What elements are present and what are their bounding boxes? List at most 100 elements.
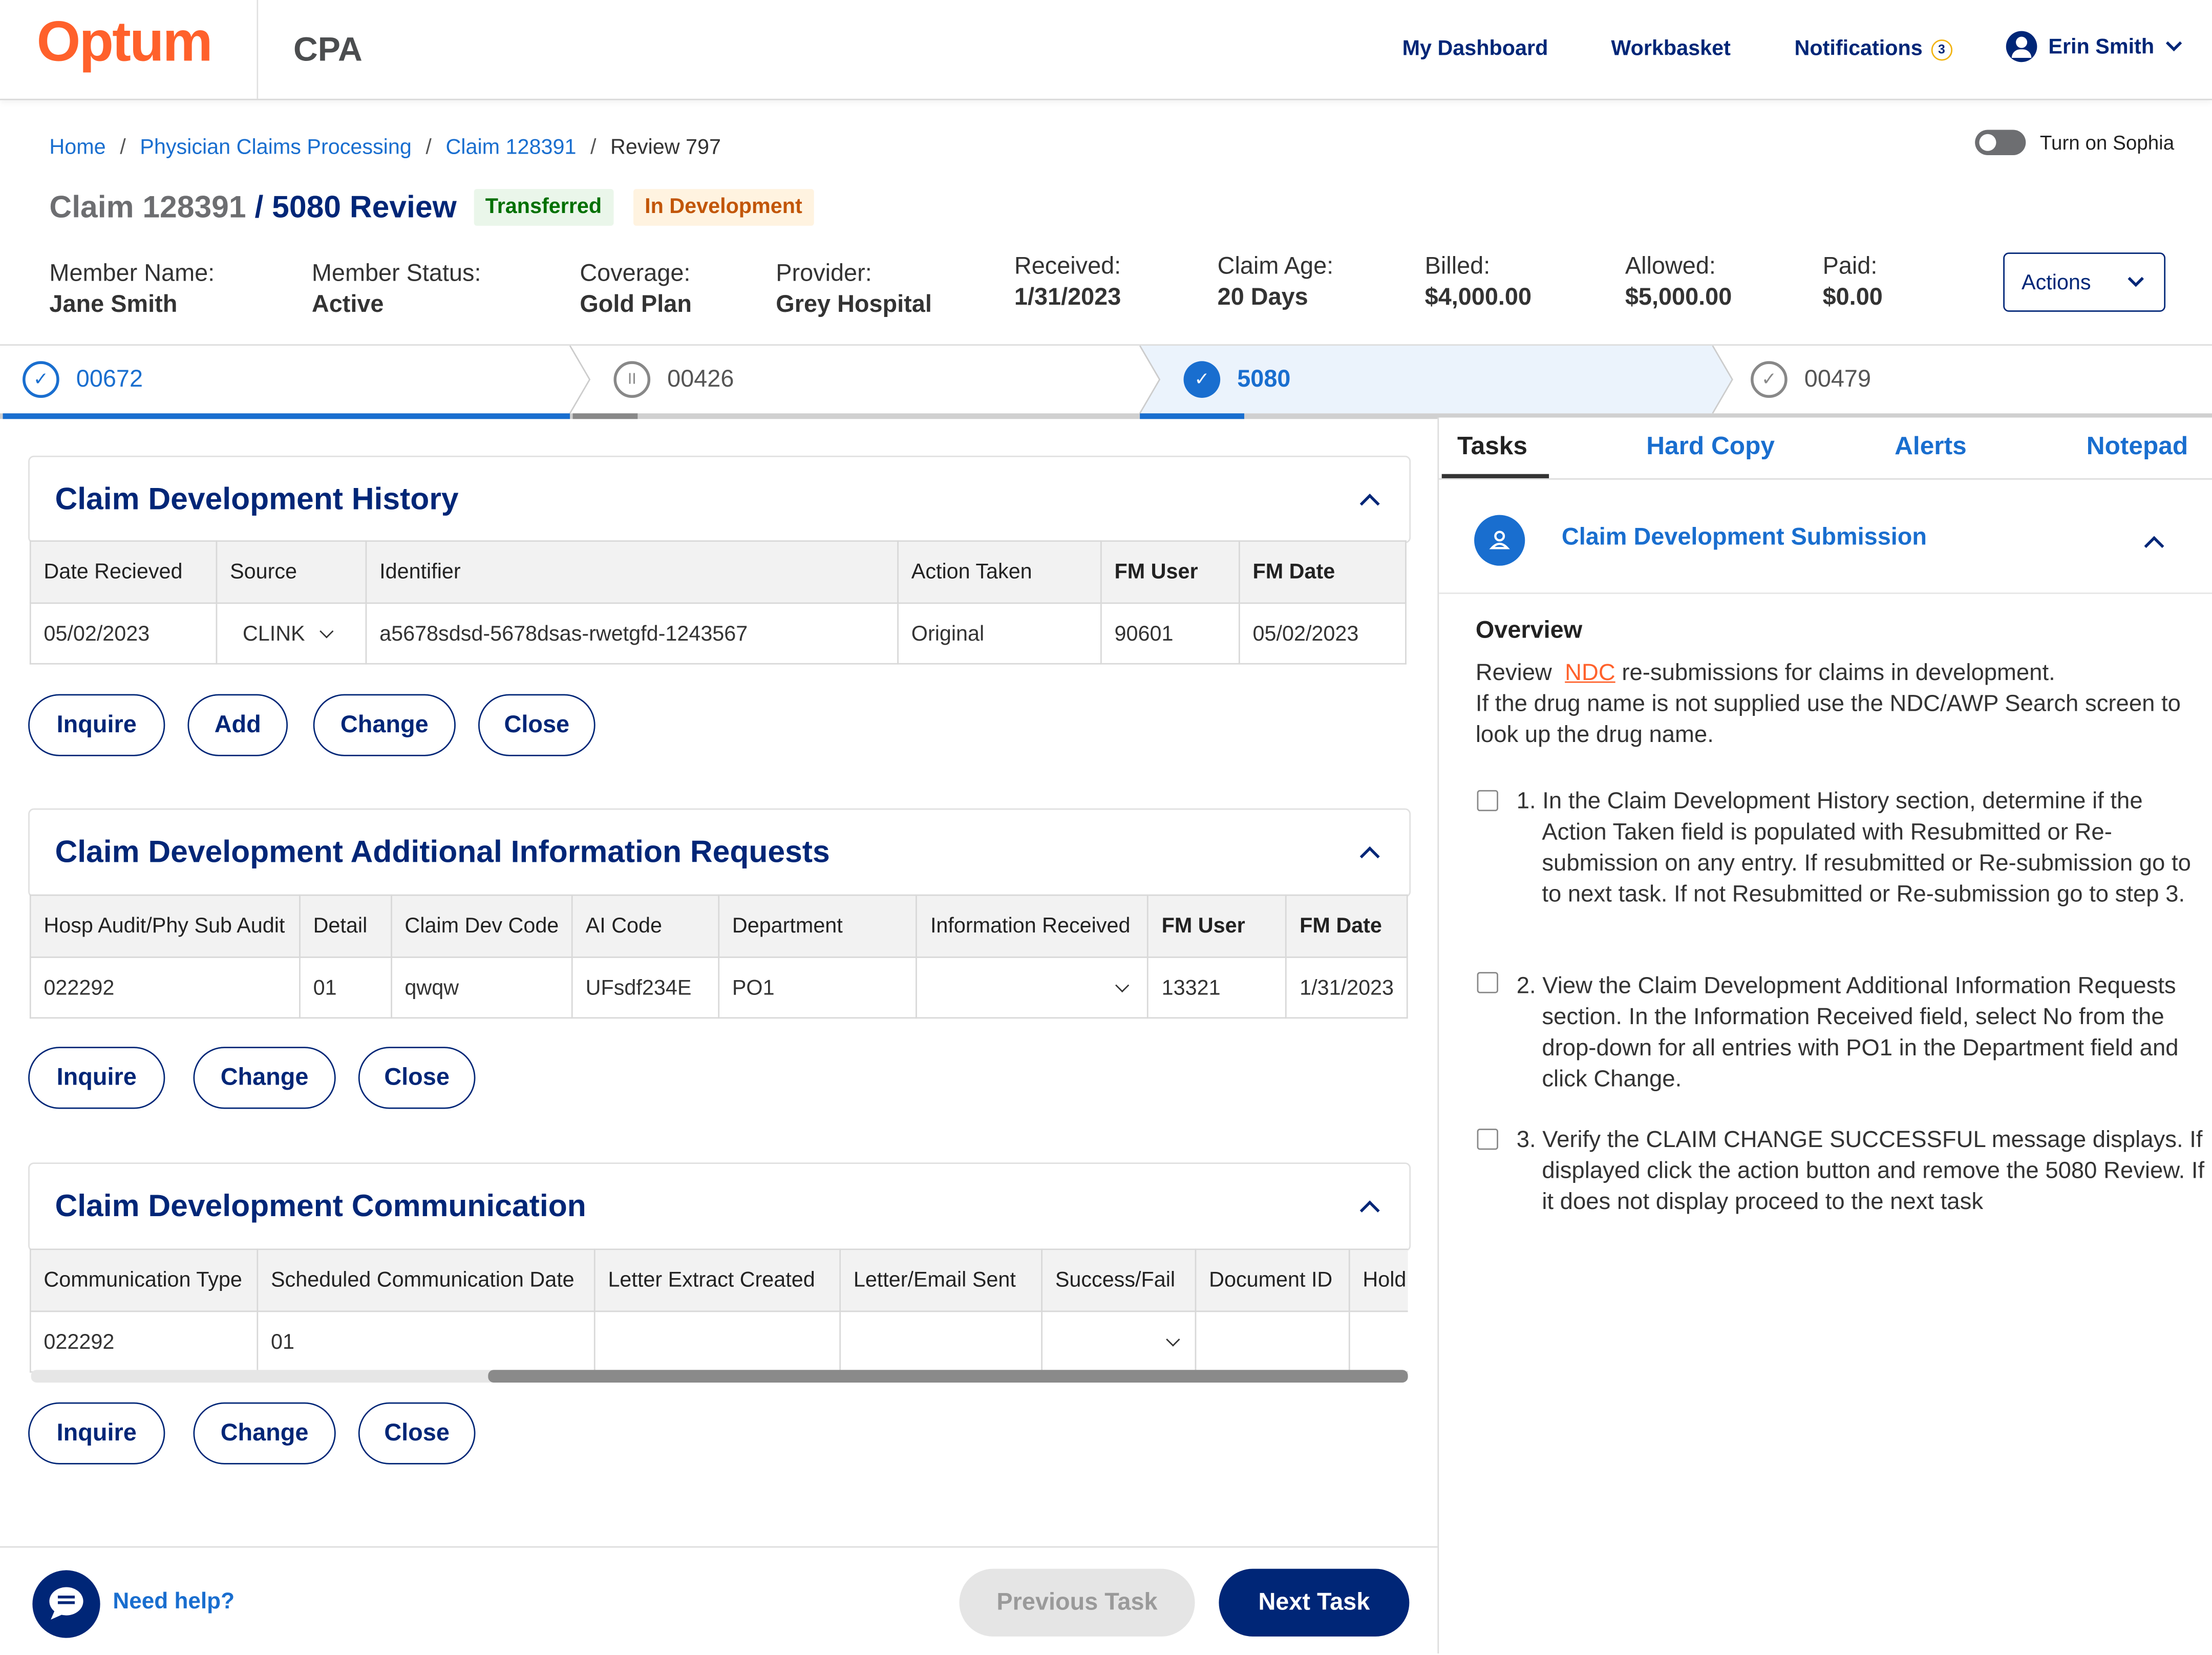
column-header[interactable]: FM Date (1238, 540, 1407, 604)
history-inquire-button[interactable]: Inquire (28, 694, 165, 756)
column-header[interactable]: Letter/Email Sent (839, 1248, 1043, 1312)
check-circle-filled-icon: ✓ (1183, 361, 1221, 398)
sophia-toggle[interactable]: Turn on Sophia (1975, 130, 2174, 156)
step-00479[interactable]: ✓ 00479 (1751, 346, 1871, 413)
history-change-button[interactable]: Change (313, 694, 456, 756)
breadcrumb: Home / Physician Claims Processing / Cla… (49, 135, 721, 159)
breadcrumb-separator: / (426, 135, 432, 160)
column-header[interactable]: Letter Extract Created (593, 1248, 841, 1312)
table-row[interactable]: 022292 01 (29, 1310, 1408, 1373)
column-header[interactable]: Information Received (916, 894, 1149, 958)
horizontal-scrollbar-thumb[interactable] (488, 1370, 1408, 1383)
chevron-up-icon[interactable] (1359, 494, 1380, 514)
column-header[interactable]: FM User (1147, 894, 1287, 958)
cell-detail: 01 (299, 956, 392, 1019)
need-help-link[interactable]: Need help? (113, 1589, 235, 1614)
chevron-down-icon (320, 623, 334, 638)
nav-workbasket[interactable]: Workbasket (1611, 36, 1731, 61)
overview-heading: Overview (1475, 616, 1583, 644)
breadcrumb-home[interactable]: Home (49, 135, 106, 160)
breadcrumb-separator: / (120, 135, 126, 160)
coverage-field: Coverage: Gold Plan (580, 259, 692, 317)
task-3-checkbox[interactable] (1477, 1129, 1498, 1150)
column-header[interactable]: Document ID (1195, 1248, 1350, 1312)
column-header[interactable]: FM User (1100, 540, 1240, 604)
cell-hosp-audit: 022292 (29, 956, 301, 1019)
optum-logo[interactable]: Optum (36, 11, 213, 74)
stepper-track (0, 413, 2212, 419)
table-row[interactable]: 05/02/2023 CLINK a5678sdsd-5678dsas-rwet… (29, 602, 1407, 665)
previous-task-button[interactable]: Previous Task (959, 1568, 1195, 1637)
success-fail-select[interactable] (1041, 1310, 1197, 1373)
user-menu[interactable]: Erin Smith (2006, 31, 2182, 62)
tab-alerts[interactable]: Alerts (1895, 432, 1967, 460)
chevron-up-icon[interactable] (1359, 1200, 1380, 1221)
nav-notifications[interactable]: Notifications 3 (1794, 37, 1952, 61)
cell-ai-code: UFsdf234E (571, 956, 720, 1019)
member-status-field: Member Status: Active (311, 259, 481, 317)
history-add-button[interactable]: Add (187, 694, 288, 756)
tab-tasks[interactable]: Tasks (1457, 432, 1527, 460)
tab-hard-copy[interactable]: Hard Copy (1646, 432, 1775, 460)
step-00672[interactable]: ✓ 00672 (23, 346, 143, 413)
actions-dropdown-button[interactable]: Actions (2003, 252, 2166, 312)
overview-text: Review NDC re-submissions for claims in … (1476, 657, 2181, 751)
user-name: Erin Smith (2048, 34, 2155, 59)
column-header[interactable]: Success/Fail (1041, 1248, 1197, 1312)
breadcrumb-current: Review 797 (610, 135, 721, 160)
received-field: Received: 1/31/2023 (1014, 252, 1121, 311)
ai-close-button[interactable]: Close (358, 1047, 476, 1109)
step-label: 00672 (76, 365, 143, 392)
column-header[interactable]: Hosp Audit/Phy Sub Audit (29, 894, 301, 958)
step-progress-00672 (3, 413, 570, 419)
next-task-button[interactable]: Next Task (1219, 1568, 1410, 1637)
task-1-text: 1. In the Claim Development History sect… (1516, 789, 2191, 907)
chevron-up-icon[interactable] (1359, 846, 1380, 866)
step-5080[interactable]: ✓ 5080 (1183, 346, 1290, 413)
breadcrumb-physician-claims[interactable]: Physician Claims Processing (140, 135, 412, 160)
cell-scheduled-date: 01 (257, 1310, 595, 1373)
column-header[interactable]: Identifier (365, 540, 899, 604)
column-header[interactable]: Date Recieved (29, 540, 218, 604)
column-header[interactable]: FM Date (1285, 894, 1408, 958)
history-table: Date Recieved Source Identifier Action T… (29, 540, 1407, 665)
tab-notepad[interactable]: Notepad (2086, 432, 2188, 460)
nav-my-dashboard[interactable]: My Dashboard (1402, 36, 1548, 61)
member-name-field: Member Name: Jane Smith (49, 259, 215, 317)
source-select[interactable]: CLINK (216, 602, 367, 665)
chat-icon[interactable] (32, 1570, 100, 1638)
task-1-checkbox[interactable] (1477, 790, 1498, 812)
column-header[interactable]: AI Code (571, 894, 720, 958)
step-label: 00479 (1804, 365, 1871, 392)
step-00426[interactable]: II 00426 (613, 346, 734, 413)
column-header[interactable]: Scheduled Communication Date (257, 1248, 595, 1312)
cell-fm-date: 05/02/2023 (1238, 602, 1407, 665)
column-header[interactable]: Hold (1348, 1248, 1408, 1312)
overview-line2: If the drug name is not supplied use the… (1475, 691, 2181, 748)
chevron-down-icon (2128, 277, 2144, 287)
communication-close-button[interactable]: Close (358, 1402, 476, 1465)
history-close-button[interactable]: Close (478, 694, 595, 756)
column-header[interactable]: Communication Type (29, 1248, 259, 1312)
chevron-up-icon[interactable] (2144, 536, 2164, 556)
table-row[interactable]: 022292 01 qwqw UFsdf234E PO1 13321 1/31/… (29, 956, 1408, 1019)
column-header[interactable]: Department (718, 894, 918, 958)
column-header[interactable]: Source (216, 540, 367, 604)
communication-inquire-button[interactable]: Inquire (28, 1402, 165, 1465)
ai-inquire-button[interactable]: Inquire (28, 1047, 165, 1109)
cell-letter-sent (839, 1310, 1043, 1373)
ndc-link[interactable]: NDC (1565, 660, 1615, 686)
history-card-header: Claim Development History (28, 455, 1411, 543)
column-header[interactable]: Action Taken (897, 540, 1102, 604)
column-header[interactable]: Claim Dev Code (390, 894, 573, 958)
column-header[interactable]: Detail (299, 894, 392, 958)
check-circle-outline-icon: ✓ (1751, 361, 1788, 398)
communication-change-button[interactable]: Change (193, 1402, 336, 1465)
communication-title: Claim Development Communication (55, 1187, 586, 1223)
actions-label: Actions (2022, 270, 2091, 294)
information-received-select[interactable] (916, 956, 1149, 1019)
toggle-switch[interactable] (1975, 130, 2026, 156)
breadcrumb-claim[interactable]: Claim 128391 (445, 135, 577, 160)
task-2-checkbox[interactable] (1477, 972, 1498, 993)
ai-change-button[interactable]: Change (193, 1047, 336, 1109)
